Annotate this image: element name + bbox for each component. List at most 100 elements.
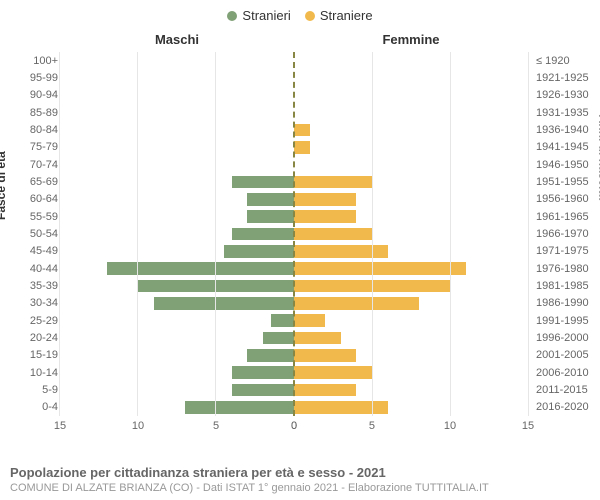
bar-cell-female [294,364,528,381]
bar-cell-female [294,295,528,312]
gridline [372,364,373,381]
gridline [450,347,451,364]
gridline [372,260,373,277]
birth-year-label: ≤ 1920 [536,52,592,69]
bar-female [294,297,419,309]
gridline [59,208,60,225]
bar-male [185,401,294,413]
gridline [137,312,138,329]
gridline [215,243,216,260]
birth-year-label: 2011-2015 [536,381,592,398]
gridline [372,225,373,242]
gridline [59,139,60,156]
age-group-labels: 100+95-9990-9485-8980-8475-7970-7465-696… [2,52,58,416]
gridline [215,208,216,225]
legend-swatch-female-icon [305,11,315,21]
gridline [528,104,529,121]
x-tick: 5 [369,420,375,432]
birth-year-labels: ≤ 19201921-19251926-19301931-19351936-19… [536,52,592,416]
gridline [450,329,451,346]
bar-cell-male [60,139,294,156]
bar-female [294,124,310,136]
gridline [450,225,451,242]
bar-female [294,245,388,257]
bar-cell-female [294,329,528,346]
bar-male [247,210,294,222]
age-group-label: 60-64 [2,191,58,208]
age-group-label: 70-74 [2,156,58,173]
bar-male [232,176,294,188]
bar-female [294,401,388,413]
gridline [59,173,60,190]
bar-cell-male [60,329,294,346]
bar-female [294,210,356,222]
x-axis-left: 151050 [60,418,294,438]
bar-cell-male [60,156,294,173]
gridline [137,87,138,104]
gridline [450,277,451,294]
birth-year-label: 1961-1965 [536,208,592,225]
gridline [372,243,373,260]
bar-cell-female [294,156,528,173]
x-axis-right: 051015 [294,418,528,438]
age-group-label: 10-14 [2,364,58,381]
gridline [528,399,529,416]
gridline [59,87,60,104]
panel-title-male: Maschi [60,32,294,47]
x-axis: 151050 051015 [60,418,528,438]
birth-year-label: 2016-2020 [536,399,592,416]
gridline [137,69,138,86]
age-group-label: 100+ [2,52,58,69]
gridline [137,52,138,69]
gridline [450,243,451,260]
gridline [137,277,138,294]
bar-cell-female [294,243,528,260]
gridline [372,52,373,69]
bar-female [294,384,356,396]
bar-cell-female [294,87,528,104]
gridline [59,121,60,138]
gridline [215,139,216,156]
gridline [59,347,60,364]
gridline [137,329,138,346]
gridline [528,329,529,346]
age-group-label: 40-44 [2,260,58,277]
gridline [59,225,60,242]
gridline [372,173,373,190]
gridline [528,156,529,173]
panel-titles: Maschi Femmine [60,32,528,47]
birth-year-label: 2006-2010 [536,364,592,381]
birth-year-label: 1966-1970 [536,225,592,242]
gridline [137,225,138,242]
x-tick: 15 [522,420,534,432]
gridline [450,156,451,173]
footer-title: Popolazione per cittadinanza straniera p… [10,465,590,480]
bar-female [294,332,341,344]
age-group-label: 55-59 [2,208,58,225]
gridline [59,156,60,173]
gridline [528,87,529,104]
gridline [137,364,138,381]
bar-cell-female [294,225,528,242]
bar-cell-male [60,87,294,104]
birth-year-label: 1921-1925 [536,69,592,86]
gridline [59,364,60,381]
gridline [215,329,216,346]
gridline [372,295,373,312]
bar-male [107,262,294,274]
gridline [528,243,529,260]
age-group-label: 50-54 [2,225,58,242]
bar-cell-male [60,347,294,364]
age-group-label: 65-69 [2,173,58,190]
gridline [137,347,138,364]
gridline [450,191,451,208]
bar-male [263,332,294,344]
birth-year-label: 1971-1975 [536,243,592,260]
gridline [528,52,529,69]
birth-year-label: 1986-1990 [536,295,592,312]
gridline [59,277,60,294]
bar-male [232,366,294,378]
chart-footer: Popolazione per cittadinanza straniera p… [10,465,590,494]
gridline [215,295,216,312]
bar-male [271,314,294,326]
